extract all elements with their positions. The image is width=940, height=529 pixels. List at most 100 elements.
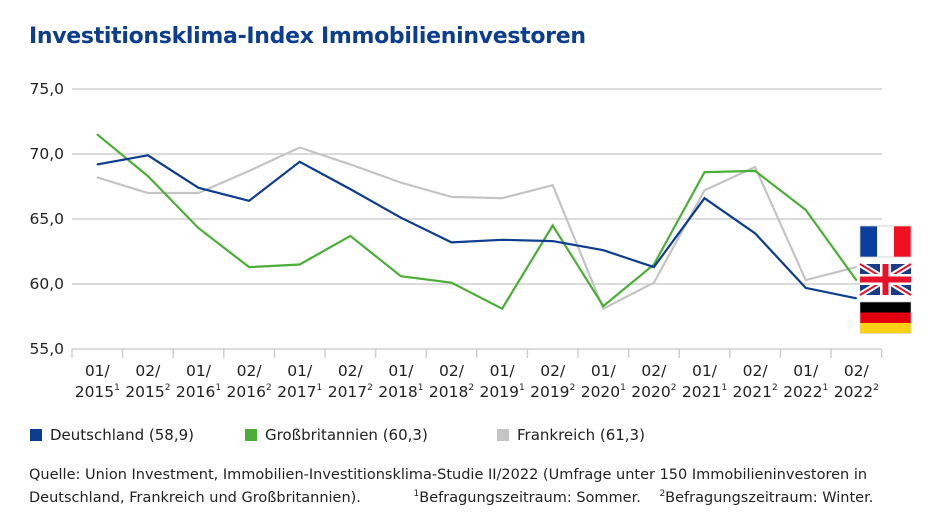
data-point xyxy=(602,249,605,251)
footnote-1-marker: 1 xyxy=(413,489,420,499)
x-tick-label-year: 20212 xyxy=(733,383,778,401)
data-point xyxy=(602,307,605,310)
data-point xyxy=(804,287,807,289)
source-line-2: Deutschland, Frankreich und Großbritanni… xyxy=(29,489,361,506)
germany-flag-black xyxy=(860,302,911,313)
data-point xyxy=(349,188,352,190)
x-tick-label-year: 20152 xyxy=(125,383,170,401)
data-point xyxy=(450,281,453,284)
x-tick-label-year: 20191 xyxy=(480,383,525,401)
source-note: Quelle: Union Investment, Immobilien-Inv… xyxy=(29,466,929,508)
source-line-1: Quelle: Union Investment, Immobilien-Inv… xyxy=(29,467,868,483)
data-point xyxy=(400,216,402,219)
data-point xyxy=(96,176,99,179)
x-tick-label-period: 01/ xyxy=(692,362,718,380)
data-point xyxy=(653,281,655,284)
data-point xyxy=(349,235,352,237)
data-point xyxy=(349,163,352,166)
x-tick-label-period: 01/ xyxy=(591,362,617,380)
data-point xyxy=(855,266,858,268)
x-tick-label-period: 01/ xyxy=(85,362,111,380)
x-tick-label-period: 02/ xyxy=(237,362,263,380)
x-tick-label-year: 20192 xyxy=(530,383,575,401)
y-tick-label: 55,0 xyxy=(29,340,64,358)
data-point xyxy=(298,161,301,163)
x-tick-label-period: 01/ xyxy=(388,362,414,380)
data-point xyxy=(602,305,605,307)
x-tick-label-year: 20181 xyxy=(378,383,423,401)
x-tick-label-year: 20151 xyxy=(75,383,120,401)
x-tick-label-period: 02/ xyxy=(540,362,566,380)
data-point xyxy=(96,163,99,166)
data-point xyxy=(248,266,250,268)
x-tick-label-period: 02/ xyxy=(641,362,667,380)
x-tick-label-year: 20182 xyxy=(429,383,474,401)
data-point xyxy=(754,232,756,235)
x-tick-label-period: 01/ xyxy=(186,362,212,380)
legend-label: Frankreich (61,3) xyxy=(517,426,645,444)
data-point xyxy=(501,307,503,310)
data-point xyxy=(450,241,453,244)
x-tick-label-period: 02/ xyxy=(439,362,465,380)
line-chart: 55,0 60,0 65,0 70,0 75,0 01/20151 02/20152 01/2… xyxy=(29,80,913,401)
data-point xyxy=(96,133,99,136)
data-point xyxy=(147,154,149,157)
data-point xyxy=(804,209,807,211)
x-tick-label-period: 02/ xyxy=(844,362,870,380)
x-tick-label-year: 20202 xyxy=(631,383,676,401)
x-tick-label-year: 20222 xyxy=(834,383,879,401)
data-point xyxy=(551,224,554,227)
france-flag-icon xyxy=(859,225,912,258)
x-tick-label-period: 01/ xyxy=(490,362,516,380)
germany-flag-red xyxy=(860,312,911,323)
footnote-2-marker: 2 xyxy=(659,489,666,499)
x-tick-label-year: 20161 xyxy=(176,383,221,401)
data-point xyxy=(501,239,503,241)
data-point xyxy=(298,146,301,149)
legend-label: Deutschland (58,9) xyxy=(50,426,194,444)
data-point xyxy=(248,170,250,172)
data-point xyxy=(400,181,402,184)
data-point xyxy=(197,187,200,189)
x-tick-label-period: 02/ xyxy=(743,362,769,380)
y-tick-label: 60,0 xyxy=(29,275,64,293)
data-point xyxy=(754,166,756,168)
data-point xyxy=(298,263,301,266)
france-flag-red xyxy=(894,226,911,257)
legend-swatch xyxy=(245,429,257,441)
series-line-0 xyxy=(97,154,857,300)
data-point xyxy=(653,266,655,268)
legend-swatch xyxy=(30,429,42,441)
germany-flag-gold xyxy=(860,323,911,334)
legend-item-deutschland: Deutschland (58,9) xyxy=(30,426,194,444)
data-point xyxy=(197,192,200,194)
france-flag-blue xyxy=(860,226,877,257)
y-tick-label: 70,0 xyxy=(29,145,64,163)
data-point xyxy=(501,197,503,199)
legend-label: Großbritannien (60,3) xyxy=(265,426,428,444)
data-point xyxy=(754,170,756,172)
series-line-1 xyxy=(96,133,858,311)
x-tick-label-year: 20162 xyxy=(227,383,272,401)
series-line-2 xyxy=(96,146,857,311)
data-point xyxy=(855,279,858,281)
legend-swatch xyxy=(497,429,509,441)
data-point xyxy=(551,184,554,186)
x-tick-label-year: 20221 xyxy=(783,383,828,401)
x-tick-label-year: 20211 xyxy=(682,383,727,401)
data-point xyxy=(703,189,706,192)
uk-flag-cross-red-h xyxy=(860,276,911,283)
footnote-2: Befragungszeitraum: Winter. xyxy=(665,489,874,506)
data-point xyxy=(248,200,250,202)
data-point xyxy=(400,275,402,278)
x-tick-label-period: 01/ xyxy=(287,362,313,380)
x-tick-label-period: 02/ xyxy=(135,362,161,380)
x-tick-label-period: 02/ xyxy=(338,362,364,380)
data-point xyxy=(703,197,706,199)
data-point xyxy=(703,171,706,173)
data-point xyxy=(147,175,149,177)
data-point xyxy=(450,196,453,198)
legend-item-frankreich: Frankreich (61,3) xyxy=(497,426,645,444)
x-tick-label-year: 20172 xyxy=(328,383,373,401)
